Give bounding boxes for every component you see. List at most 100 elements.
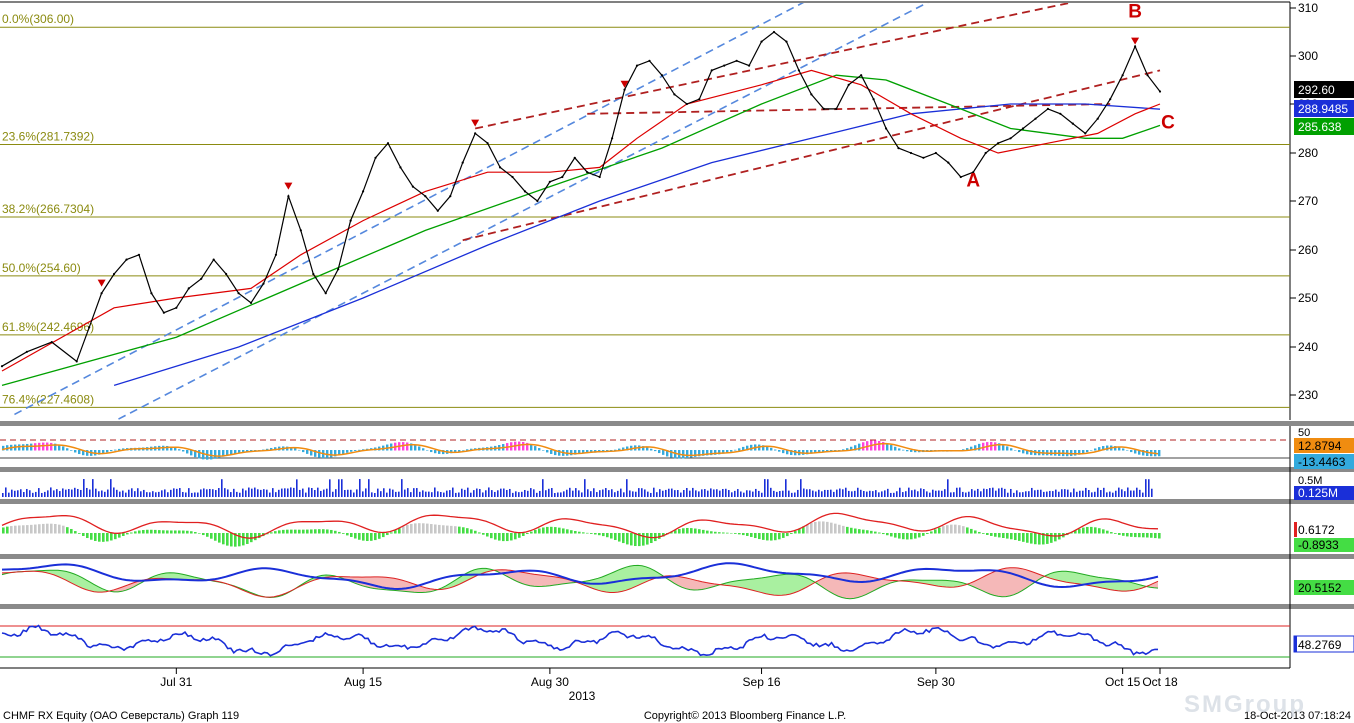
macd-bar bbox=[782, 533, 785, 538]
volume-bar bbox=[122, 490, 124, 497]
macd-bar bbox=[1022, 533, 1025, 542]
volume-bar bbox=[416, 488, 418, 497]
volume-bar bbox=[206, 489, 208, 497]
momentum-bar bbox=[434, 450, 437, 454]
volume-bar bbox=[851, 491, 853, 497]
volume-bar bbox=[104, 491, 106, 497]
dmi-fill bbox=[978, 577, 982, 591]
volume-bar bbox=[200, 489, 202, 497]
dmi-fill bbox=[994, 570, 998, 597]
volume-bar bbox=[488, 487, 490, 497]
momentum-bar bbox=[1122, 448, 1125, 451]
volume-bar bbox=[1097, 487, 1099, 497]
x-tick-label: Aug 15 bbox=[344, 675, 382, 689]
volume-bar bbox=[911, 490, 913, 497]
volume-bar bbox=[395, 491, 397, 497]
momentum-bar bbox=[862, 442, 865, 451]
volume-bar bbox=[1133, 490, 1135, 497]
macd-bar bbox=[462, 527, 465, 534]
volume-bar bbox=[1109, 491, 1111, 497]
volume-bar bbox=[467, 487, 469, 497]
volume-bar bbox=[158, 491, 160, 497]
momentum-bar bbox=[1026, 450, 1029, 455]
momentum-bar bbox=[178, 449, 181, 451]
dmi-fill bbox=[794, 574, 798, 593]
price-point bbox=[997, 142, 1000, 145]
momentum-bar bbox=[534, 446, 537, 451]
macd-bar bbox=[914, 533, 917, 539]
macd-bar bbox=[866, 530, 869, 534]
momentum-bar bbox=[622, 447, 625, 451]
fib-label: 76.4%(227.4608) bbox=[2, 392, 94, 406]
macd-bar bbox=[726, 532, 729, 534]
price-point bbox=[959, 175, 962, 179]
price-point bbox=[461, 161, 464, 164]
macd-bar bbox=[74, 531, 77, 534]
macd-bar bbox=[130, 532, 133, 534]
volume-bar bbox=[347, 489, 349, 497]
volume-bar bbox=[1130, 490, 1132, 497]
momentum-bar bbox=[734, 449, 737, 451]
macd-bar bbox=[334, 530, 337, 534]
macd-value-marker bbox=[1294, 522, 1297, 537]
price-point bbox=[249, 301, 253, 304]
macd-bar bbox=[538, 528, 541, 534]
volume-bar bbox=[587, 489, 589, 497]
dmi-fill bbox=[386, 577, 390, 591]
macd-bar bbox=[558, 527, 561, 534]
volume-bar bbox=[248, 487, 250, 497]
macd-bar bbox=[78, 533, 81, 534]
macd-bar bbox=[414, 523, 417, 534]
volume-bar bbox=[374, 492, 376, 497]
macd-bar bbox=[1050, 533, 1053, 543]
macd-bar bbox=[746, 533, 749, 536]
dmi-fill bbox=[930, 580, 934, 586]
volume-bar bbox=[953, 492, 955, 497]
price-point bbox=[312, 272, 315, 276]
price-point bbox=[635, 64, 639, 67]
volume-bar bbox=[1127, 487, 1129, 497]
macd-bar bbox=[486, 533, 489, 537]
volume-bar bbox=[1145, 479, 1147, 497]
macd-bar bbox=[322, 529, 325, 534]
volume-bar bbox=[881, 491, 883, 497]
dmi-fill bbox=[734, 580, 738, 587]
volume-bar bbox=[50, 487, 52, 497]
volume-bar bbox=[221, 479, 223, 497]
macd-bar bbox=[206, 533, 209, 537]
momentum-bar bbox=[186, 450, 189, 454]
volume-bar bbox=[1034, 490, 1036, 497]
macd-bar bbox=[1106, 530, 1109, 534]
macd-bar bbox=[514, 533, 517, 540]
last-value-label: 292.60 bbox=[1298, 83, 1335, 97]
macd-bar bbox=[670, 531, 673, 534]
volume-bar bbox=[236, 491, 238, 497]
macd-bar bbox=[238, 533, 241, 547]
dmi-fill bbox=[810, 579, 814, 586]
macd-bar bbox=[762, 533, 765, 540]
volume-bar bbox=[950, 492, 952, 497]
volume-bar bbox=[362, 491, 364, 497]
macd-bar bbox=[258, 533, 261, 539]
volume-bar bbox=[938, 490, 940, 497]
ma-short-line bbox=[1, 69, 1161, 372]
volume-bar bbox=[662, 490, 664, 497]
price-point bbox=[860, 74, 863, 77]
volume-bar bbox=[647, 491, 649, 497]
macd-bar bbox=[138, 530, 141, 534]
momentum-bar bbox=[718, 450, 721, 455]
volume-bar bbox=[1004, 488, 1006, 497]
macd-bar bbox=[1146, 533, 1149, 538]
dmi-fill bbox=[162, 573, 166, 579]
price-point bbox=[1109, 98, 1112, 101]
volume-bar bbox=[971, 489, 973, 497]
volume-bar bbox=[452, 487, 454, 497]
momentum-bar bbox=[902, 449, 905, 451]
volume-bar bbox=[1070, 492, 1072, 497]
momentum-bar bbox=[462, 450, 465, 451]
macd-bar bbox=[510, 533, 513, 541]
macd-bar bbox=[378, 533, 381, 539]
macd-bar bbox=[182, 530, 185, 534]
momentum-bar bbox=[166, 445, 169, 451]
momentum-bar bbox=[550, 450, 553, 454]
